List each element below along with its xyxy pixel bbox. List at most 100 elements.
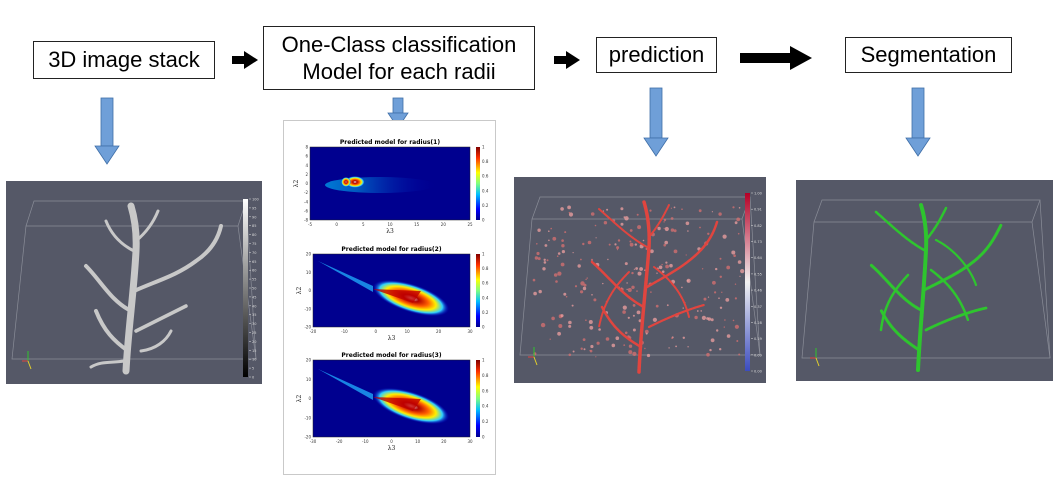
x-tick-label: 0	[335, 222, 338, 227]
noise-speck	[726, 265, 731, 270]
noise-speck	[673, 206, 676, 209]
noise-speck	[536, 243, 538, 245]
noise-speck	[696, 310, 699, 312]
noise-speck	[673, 249, 678, 254]
noise-speck	[538, 289, 542, 294]
noise-speck	[734, 297, 737, 300]
noise-speck	[608, 243, 611, 246]
noise-speck	[629, 242, 634, 247]
noise-speck	[593, 298, 597, 302]
noise-speck	[682, 336, 685, 339]
noise-speck	[686, 278, 691, 283]
noise-speck	[663, 243, 666, 247]
noise-speck	[670, 217, 674, 220]
colorbar-tick-label: 1.00	[754, 192, 762, 196]
noise-speck	[616, 246, 620, 250]
x-tick-label: 20	[436, 329, 442, 334]
colorbar-tick-label: 0.2	[482, 203, 489, 208]
y-tick-label: 20	[306, 252, 312, 257]
noise-speck	[664, 226, 669, 232]
y-tick-label: 6	[305, 154, 308, 159]
x-axis-label: λ3	[388, 335, 396, 342]
model-plots: Predicted model for radius(1)-5 0 5 10 15 20 2…	[293, 139, 489, 452]
y-tick-label: 0	[308, 288, 311, 293]
plot-frame	[312, 253, 471, 328]
noise-speck	[650, 249, 654, 254]
noise-speck	[664, 240, 668, 245]
noise-speck	[661, 270, 665, 273]
noise-speck	[534, 256, 539, 260]
noise-speck	[707, 232, 710, 235]
colorbar-tick-label: 0.8	[482, 159, 489, 164]
x-axis-label: λ3	[388, 445, 396, 452]
colorbar-tick-label: 0.00	[754, 370, 762, 374]
black-arrow-2-icon	[554, 51, 580, 69]
noise-speck	[568, 353, 572, 357]
noise-speck	[632, 304, 636, 307]
colorbar-tick-label: 0.4	[482, 188, 489, 193]
y-tick-label: 2	[305, 172, 308, 177]
noise-speck	[706, 352, 710, 357]
noise-speck	[614, 243, 617, 246]
colorbar-tick-label: 90	[252, 215, 256, 219]
noise-speck	[560, 207, 564, 211]
noise-speck	[645, 332, 648, 335]
noise-speck	[658, 265, 663, 270]
colorbar-tick-label: 85	[252, 224, 256, 228]
model-plot-3: Predicted model for radius(3)-30 -20 -10 0 1…	[296, 352, 489, 452]
noise-speck	[590, 258, 594, 261]
noise-speck	[628, 350, 633, 355]
colorbar-tick-label: 0	[252, 376, 254, 380]
noise-speck	[623, 216, 626, 218]
noise-speck	[627, 288, 632, 292]
noise-speck	[572, 350, 575, 353]
prediction-scene: 1.00 0.91 0.82 0.73 0.64 0.55 0.46 0.37 0.28 0.19…	[519, 192, 763, 374]
segmentation-box: Segmentation	[845, 37, 1012, 73]
colorbar-tick-label: 0.28	[754, 321, 762, 325]
noise-speck	[572, 252, 574, 254]
stack-colorbar-ticks: 1009590858075706560555045403530252015105…	[249, 198, 259, 380]
colorbar-tick-label: 65	[252, 260, 256, 264]
noise-speck	[698, 209, 702, 213]
noise-speck	[733, 254, 736, 257]
x-tick-label: 20	[441, 222, 447, 227]
noise-speck	[557, 252, 561, 255]
colorbar-tick-label: 0.4	[482, 295, 489, 300]
noise-speck	[546, 259, 549, 262]
y-axis-label: λ2	[296, 287, 303, 295]
density-tail	[318, 368, 373, 400]
x-tick-label: 10	[405, 329, 411, 334]
colorbar-tick-label: 45	[252, 295, 256, 299]
noise-speck	[606, 208, 609, 211]
noise-speck	[732, 319, 735, 322]
x-tick-label: -10	[341, 329, 348, 334]
density-core	[373, 396, 421, 411]
model-plot-1: Predicted model for radius(1)-5 0 5 10 15 20 2…	[293, 139, 489, 235]
noise-speck	[736, 217, 741, 222]
prediction-label: prediction	[608, 42, 705, 68]
plot-frame	[309, 146, 471, 221]
colorbar-tick-label: 0	[482, 435, 485, 440]
axes-triad-icon	[528, 347, 538, 366]
noise-speck	[563, 292, 567, 296]
noise-speck	[632, 351, 637, 356]
x-tick-label: 10	[387, 222, 393, 227]
noise-speck	[719, 275, 722, 278]
noise-speck	[722, 234, 727, 239]
colorbar-tick-label: 0.73	[754, 240, 762, 244]
noise-speck	[739, 275, 741, 277]
noise-speck	[710, 318, 714, 322]
noise-speck	[568, 320, 572, 325]
colorbar-tick-label: 0.6	[482, 388, 489, 393]
colorbar-tick-label: 80	[252, 233, 256, 237]
model-box: One-Class classification Model for each …	[263, 26, 535, 90]
colorbar-tick-label: 60	[252, 269, 256, 273]
blue-arrow-1-icon	[94, 97, 120, 165]
colorbar-tick-label: 40	[252, 304, 256, 308]
noise-speck	[740, 269, 745, 274]
plot-colorbar	[476, 360, 480, 437]
noise-speck	[711, 211, 713, 213]
noise-speck	[701, 315, 706, 320]
noise-speck	[589, 349, 593, 353]
noise-speck	[540, 322, 546, 328]
